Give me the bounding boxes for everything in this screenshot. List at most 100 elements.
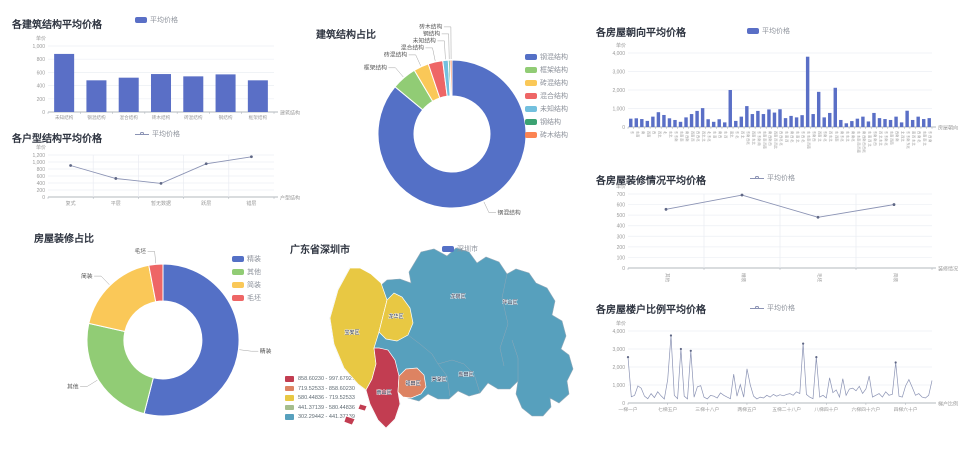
legend[interactable]: 平均价格 (750, 303, 795, 313)
svg-text:北 西北: 北 西北 (901, 131, 906, 142)
legend-item[interactable]: 精装 (232, 254, 261, 264)
svg-text:东 南 北: 东 南 北 (796, 131, 801, 143)
svg-text:东 南 西 北: 东 南 西 北 (867, 131, 872, 147)
svg-text:600: 600 (37, 70, 46, 76)
range-legend-item[interactable]: 441.37139 - 580.44836 (285, 405, 355, 411)
legend-item[interactable]: 平均价格 (135, 129, 180, 139)
map-title: 广东省深圳市 (290, 245, 350, 256)
legend[interactable]: 平均价格 (750, 173, 795, 183)
line-icon (135, 131, 149, 138)
legend-item[interactable]: 其他 (232, 267, 261, 277)
svg-text:东 东南 南 西南: 东 东南 南 西南 (856, 131, 861, 153)
svg-text:4,000: 4,000 (612, 51, 625, 57)
svg-text:西南 西: 西南 西 (691, 131, 696, 141)
range-label: 858.60230 - 997.67927 (298, 376, 355, 382)
svg-text:300: 300 (617, 234, 626, 240)
range-legend-item[interactable]: 719.52533 - 858.60230 (285, 386, 355, 392)
legend-item[interactable]: 平均价格 (135, 15, 178, 25)
swatch-icon (525, 53, 537, 61)
legend[interactable]: 钢混结构框架结构砖混结构混合结构未知结构钢结构砖木结构 (525, 52, 568, 140)
svg-text:东南 北: 东南 北 (823, 131, 828, 142)
swatch-icon (525, 66, 537, 74)
swatch-icon (525, 118, 537, 126)
svg-text:东 东南 南: 东 东南 南 (757, 131, 762, 146)
legend-item[interactable]: 深圳市 (442, 244, 478, 254)
district-label: 宝安区 (344, 329, 359, 336)
legend-item[interactable]: 毛坯 (232, 293, 261, 303)
svg-text:钢结构: 钢结构 (219, 114, 233, 121)
svg-text:框架结构: 框架结构 (249, 114, 268, 121)
chart-title: 各房屋朝向平均价格 (596, 28, 686, 39)
legend-item[interactable]: 平均价格 (750, 303, 795, 313)
svg-text:南 西南 西: 南 西南 西 (768, 131, 773, 146)
svg-text:砖混结构: 砖混结构 (184, 114, 203, 121)
orientation-bar-chart[interactable]: 01,0002,0003,0004,000单价房屋朝向东 东南南西南西西北北东北东… (592, 16, 968, 166)
svg-text:东 东南 东北: 东 东南 东北 (906, 131, 911, 150)
svg-text:简装: 简装 (892, 273, 899, 283)
svg-text:梯户比例: 梯户比例 (938, 401, 958, 408)
svg-text:0: 0 (42, 195, 45, 201)
svg-text:西南 北: 西南 北 (818, 131, 823, 142)
svg-text:四梯六十户: 四梯六十户 (894, 406, 918, 413)
map-range-legend[interactable]: 858.60230 - 997.67927 719.52533 - 858.602… (285, 376, 355, 420)
range-legend-item[interactable]: 580.44836 - 719.52533 (285, 395, 355, 401)
legend-label: 平均价格 (767, 305, 795, 312)
swatch-icon (285, 404, 294, 411)
range-legend-item[interactable]: 302.29442 - 441.37139 (285, 414, 355, 420)
district-label: 盐田区 (458, 371, 473, 378)
svg-text:西 东北: 西 东北 (829, 131, 834, 142)
svg-text:2,000: 2,000 (612, 88, 625, 94)
legend-label: 平均价格 (152, 131, 180, 138)
legend-item[interactable]: 砖木结构 (525, 130, 568, 140)
swatch-icon (135, 16, 147, 24)
legend[interactable]: 平均价格 (135, 129, 180, 139)
svg-text:3,000: 3,000 (612, 347, 625, 353)
legend[interactable]: 精装 其他 简装 毛坯 (232, 254, 261, 303)
map-legend[interactable]: 深圳市 (442, 244, 478, 254)
legend-label: 平均价格 (150, 17, 178, 24)
svg-text:东南 南 北: 东南 南 北 (923, 131, 928, 146)
legend-item[interactable]: 钢混结构 (525, 52, 568, 62)
svg-text:西 西北: 西 西北 (696, 131, 701, 142)
legend-item[interactable]: 平均价格 (750, 173, 795, 183)
legend-item[interactable]: 钢结构 (525, 117, 561, 127)
range-legend-item[interactable]: 858.60230 - 997.67927 (285, 376, 355, 382)
svg-text:东 东北: 东 东北 (845, 131, 850, 142)
svg-text:暂无数据: 暂无数据 (151, 200, 171, 207)
legend[interactable]: 平均价格 (747, 26, 790, 36)
legend-label: 平均价格 (762, 28, 790, 35)
district-label: 龙华区 (388, 313, 403, 320)
svg-text:东 南: 东 南 (713, 131, 718, 138)
legend[interactable]: 平均价格 (135, 15, 178, 25)
svg-text:0: 0 (622, 266, 625, 272)
svg-text:东 北: 东 北 (735, 131, 740, 139)
svg-text:3,000: 3,000 (612, 70, 625, 76)
svg-text:西 南 北: 西 南 北 (917, 131, 922, 143)
swatch-icon (525, 131, 537, 139)
panel-orientation-price: 各房屋朝向平均价格 平均价格 0 1,000 2,000 3,000 4,000 单价 房屋… (592, 16, 968, 166)
svg-text:800: 800 (37, 57, 46, 63)
swatch-icon (232, 294, 244, 302)
swatch-icon (232, 255, 244, 263)
svg-text:未知结构: 未知结构 (55, 114, 74, 121)
range-label: 719.52533 - 858.60230 (298, 385, 355, 392)
swatch-icon (525, 92, 537, 100)
legend-item[interactable]: 未知结构 (525, 104, 568, 114)
legend-item[interactable]: 平均价格 (747, 26, 790, 36)
legend-item[interactable]: 简装 (232, 280, 261, 290)
legend-item[interactable]: 框架结构 (525, 65, 568, 75)
legend-item[interactable]: 砖混结构 (525, 78, 568, 88)
svg-text:4,000: 4,000 (612, 329, 625, 335)
legend-item[interactable]: 混合结构 (525, 91, 568, 101)
svg-text:西南 东北: 西南 东北 (751, 131, 756, 145)
svg-text:600: 600 (37, 174, 46, 180)
svg-text:200: 200 (37, 97, 46, 103)
